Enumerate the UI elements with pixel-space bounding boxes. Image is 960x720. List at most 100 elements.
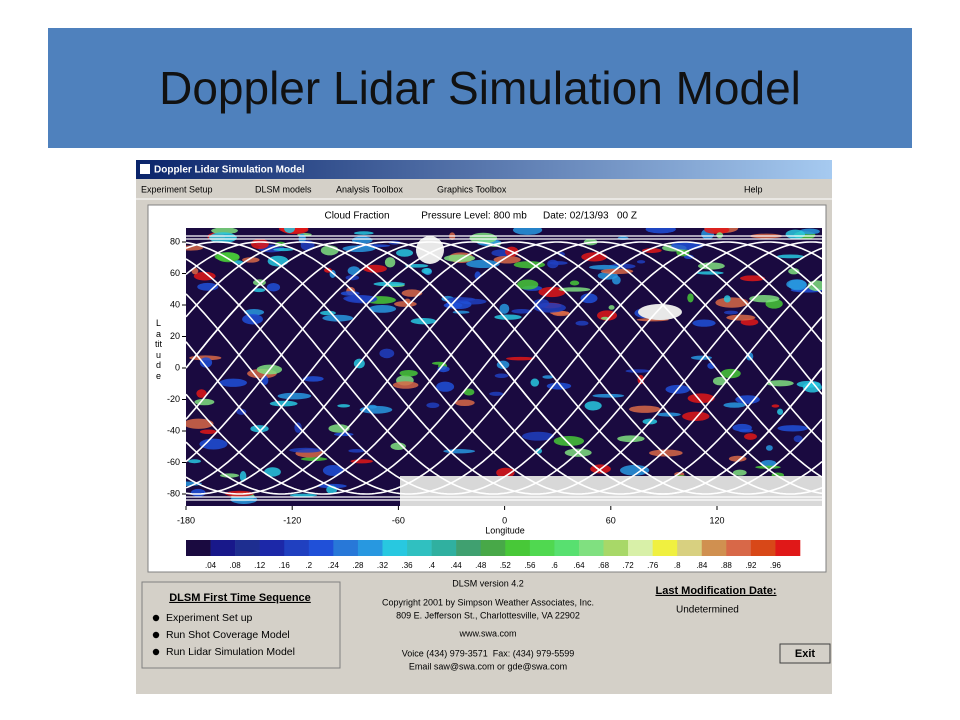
colorbar-label: .16 bbox=[279, 561, 291, 570]
cloud-patch bbox=[489, 391, 504, 396]
cloud-patch bbox=[712, 376, 728, 386]
colorbar-cell bbox=[750, 540, 776, 556]
colorbar-label: .32 bbox=[377, 561, 389, 570]
menu-item[interactable]: Analysis Toolbox bbox=[336, 184, 403, 194]
x-tick-label: 0 bbox=[502, 515, 507, 525]
cloud-patch bbox=[617, 435, 645, 443]
cloud-patch bbox=[277, 392, 312, 400]
info-line: 809 E. Jefferson St., Charlottesville, V… bbox=[396, 610, 580, 620]
cloud-patch bbox=[588, 264, 620, 270]
x-tick-label: -60 bbox=[392, 515, 405, 525]
plot-header: Pressure Level: 800 mb bbox=[421, 211, 527, 222]
info-line: www.swa.com bbox=[458, 628, 516, 638]
cloud-patch bbox=[363, 264, 387, 273]
cloud-patch bbox=[732, 423, 752, 432]
y-tick-label: 80 bbox=[170, 236, 180, 246]
cloud-patch bbox=[553, 436, 585, 447]
cloud-patch bbox=[353, 231, 374, 235]
cloud-patch bbox=[715, 297, 749, 308]
cloud-patch bbox=[289, 447, 323, 453]
orbit-track bbox=[186, 241, 822, 495]
cloud-patch bbox=[289, 493, 318, 497]
cloud-patch bbox=[575, 320, 589, 326]
sequence-item[interactable]: Run Shot Coverage Model bbox=[166, 629, 290, 641]
colorbar-label: .36 bbox=[401, 561, 413, 570]
x-tick-label: 60 bbox=[606, 515, 616, 525]
cloud-patch bbox=[697, 262, 725, 270]
cloud-patch bbox=[777, 425, 809, 432]
colorbar-label: .96 bbox=[770, 561, 782, 570]
colorbar-label: .64 bbox=[573, 561, 585, 570]
colorbar-cell bbox=[480, 540, 506, 556]
cloud-patch bbox=[649, 449, 683, 457]
cloud-patch bbox=[704, 228, 730, 234]
cloud-patch bbox=[284, 228, 295, 234]
menu-item[interactable]: Graphics Toolbox bbox=[437, 184, 507, 194]
cloud-patch bbox=[447, 297, 476, 302]
cloud-patch bbox=[396, 249, 414, 257]
cloud-patch bbox=[399, 369, 418, 377]
colorbar-label: .08 bbox=[230, 561, 242, 570]
cloud-patch bbox=[199, 429, 217, 434]
cloud-patch bbox=[629, 405, 661, 413]
colorbar-cell bbox=[186, 540, 211, 556]
orbit-track bbox=[186, 241, 822, 495]
y-axis-label: Latitude bbox=[155, 318, 163, 381]
info-line: Voice (434) 979-3571 Fax: (434) 979-5599 bbox=[402, 648, 575, 658]
cloud-patch bbox=[777, 408, 784, 415]
colorbar-label: .28 bbox=[352, 561, 364, 570]
cloud-patch bbox=[188, 459, 201, 464]
cloud-patch bbox=[760, 459, 777, 468]
cloud-patch bbox=[512, 228, 543, 235]
cloud-patch bbox=[584, 401, 602, 411]
exit-label[interactable]: Exit bbox=[795, 648, 816, 660]
cloud-patch bbox=[771, 404, 780, 408]
colorbar-cell bbox=[259, 540, 285, 556]
colorbar-label: .8 bbox=[674, 561, 681, 570]
cloud-patch bbox=[740, 275, 765, 282]
cloud-patch bbox=[592, 393, 625, 398]
menu-item[interactable]: Help bbox=[744, 184, 763, 194]
cloud-patch bbox=[692, 319, 716, 327]
colorbar-cell bbox=[210, 540, 236, 556]
greenland bbox=[416, 236, 444, 264]
cloud-patch bbox=[625, 369, 651, 373]
orbit-track bbox=[186, 241, 822, 495]
colorbar-cell bbox=[775, 540, 801, 556]
cloud-patch bbox=[267, 255, 289, 267]
cloud-patch bbox=[788, 268, 800, 275]
cloud-patch bbox=[521, 431, 555, 441]
colorbar-cell bbox=[701, 540, 727, 556]
menu-item[interactable]: Experiment Setup bbox=[141, 184, 213, 194]
cloud-patch bbox=[744, 433, 757, 440]
antarctica bbox=[400, 476, 822, 506]
cloud-patch bbox=[196, 389, 207, 398]
modification-title: Last Modification Date: bbox=[655, 585, 776, 597]
cloud-patch bbox=[494, 314, 522, 320]
colorbar-label: .2 bbox=[305, 561, 312, 570]
cloud-patch bbox=[351, 236, 373, 244]
colorbar-label: .68 bbox=[598, 561, 610, 570]
cloud-patch bbox=[373, 281, 406, 287]
orbit-track bbox=[186, 241, 822, 495]
cloud-patch bbox=[193, 271, 216, 281]
colorbar-cell bbox=[308, 540, 334, 556]
cloud-patch bbox=[426, 402, 440, 409]
x-tick-label: -120 bbox=[283, 515, 301, 525]
cloud-patch bbox=[494, 373, 509, 379]
tibet bbox=[638, 304, 682, 320]
menu-item[interactable]: DLSM models bbox=[255, 184, 312, 194]
exit-button[interactable] bbox=[779, 643, 831, 664]
cloud-patch bbox=[723, 402, 746, 408]
title-band bbox=[48, 28, 912, 148]
cloud-patch bbox=[546, 382, 572, 390]
sequence-item[interactable]: Run Lidar Simulation Model bbox=[166, 646, 295, 658]
colorbar-cell bbox=[456, 540, 482, 556]
colorbar-label: .56 bbox=[524, 561, 536, 570]
orbit-track bbox=[186, 241, 822, 495]
colorbar-cell bbox=[333, 540, 359, 556]
cloud-patch bbox=[466, 259, 500, 269]
cloud-patch bbox=[367, 404, 378, 409]
y-tick-label: 60 bbox=[170, 268, 180, 278]
sequence-item[interactable]: Experiment Set up bbox=[166, 612, 253, 624]
